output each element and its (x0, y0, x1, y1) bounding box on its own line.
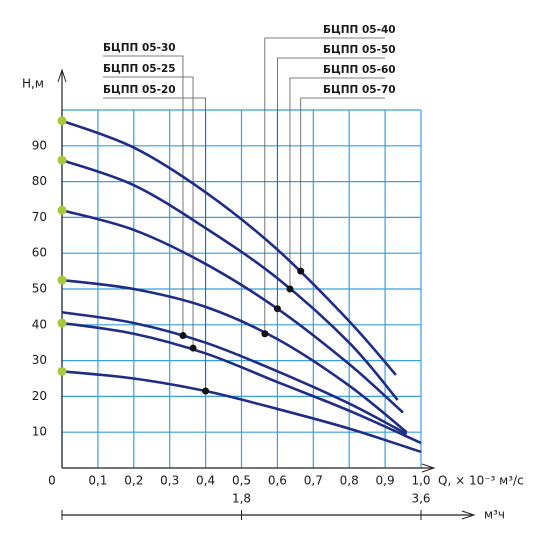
y-tick-label: 70 (32, 210, 47, 224)
y-tick-label: 90 (32, 138, 47, 152)
leader-line (300, 97, 385, 272)
duty-point (297, 267, 305, 275)
x2-tick-label: 1,8 (232, 492, 251, 506)
duty-point (189, 344, 197, 352)
axis-arrow (461, 510, 476, 520)
y-tick-label: 80 (32, 174, 47, 188)
x-tick-label: 0,9 (376, 474, 395, 488)
x-tick-label: 0 (48, 474, 56, 488)
y-tick-label: 30 (32, 353, 47, 367)
leader-line (103, 55, 184, 336)
leader-line (289, 77, 385, 289)
x-axis-label: Q, × 10⁻³ м³/с (438, 474, 524, 488)
series-label: БЦПП 05-60 (323, 64, 396, 76)
start-point (57, 116, 67, 126)
leader-line (264, 37, 385, 334)
series-label: БЦПП 05-70 (323, 84, 396, 96)
y-tick-label: 40 (32, 317, 47, 331)
pump-curve (61, 208, 404, 414)
axis-arrow (421, 463, 436, 473)
series-label: БЦПП 05-20 (103, 84, 176, 96)
pump-curve (61, 370, 422, 454)
series-label: БЦПП 05-40 (323, 24, 396, 36)
start-point (57, 366, 67, 376)
start-point (57, 318, 67, 328)
pump-curve (61, 158, 399, 401)
x2-axis-label: м³ч (484, 508, 505, 522)
y-tick-label: 60 (32, 246, 47, 260)
axis-arrow (57, 68, 67, 83)
start-point (57, 275, 67, 285)
pump-curve (61, 310, 408, 436)
start-point (57, 205, 67, 215)
x-tick-label: 0,1 (88, 474, 107, 488)
start-point (57, 155, 67, 165)
y-axis-label: Н,м (22, 77, 44, 91)
series-label: БЦПП 05-50 (323, 44, 396, 56)
x-tick-label: 1,0 (411, 474, 430, 488)
series-label: БЦПП 05-25 (103, 63, 176, 75)
x-tick-label: 0,6 (268, 474, 287, 488)
x-tick-label: 0,8 (340, 474, 359, 488)
x-tick-label: 0,7 (304, 474, 323, 488)
leader-line (277, 57, 385, 309)
series-label: БЦПП 05-30 (103, 42, 176, 54)
x-tick-label: 0,5 (232, 474, 251, 488)
pump-curve (61, 278, 408, 434)
duty-point (273, 305, 281, 313)
x2-tick-label: 3,6 (411, 492, 430, 506)
y-tick-label: 20 (32, 389, 47, 403)
pump-curve (61, 119, 397, 376)
duty-point (261, 330, 269, 338)
x-tick-label: 0,4 (196, 474, 215, 488)
duty-point (286, 285, 294, 293)
y-tick-label: 50 (32, 282, 47, 296)
duty-point (202, 387, 210, 395)
leader-line (103, 97, 206, 392)
y-tick-label: 10 (32, 425, 47, 439)
duty-point (179, 332, 187, 340)
x-tick-label: 0,3 (160, 474, 179, 488)
pump-curve (61, 321, 422, 445)
x-tick-label: 0,2 (124, 474, 143, 488)
